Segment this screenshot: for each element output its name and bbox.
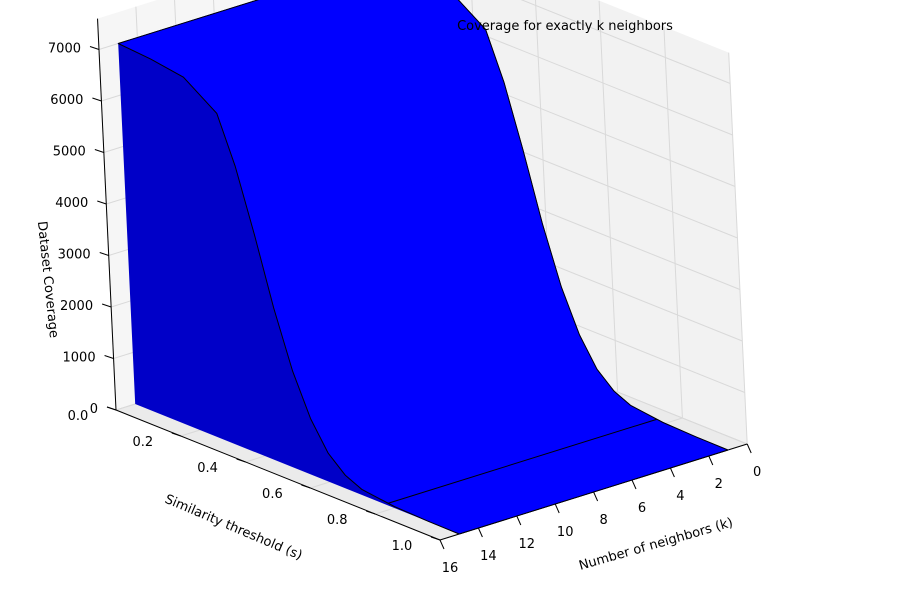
surface-edge-bottom: [459, 449, 729, 535]
surface-edge-front: [457, 0, 729, 451]
x-tick-label: 12: [519, 537, 536, 552]
axis-ticks: [89, 46, 752, 550]
x-tick: [708, 455, 714, 466]
z-tick: [99, 252, 109, 256]
z-tick-label: 3000: [58, 248, 91, 263]
x-tick: [746, 443, 752, 454]
z-axis-label: Dataset Coverage: [34, 221, 61, 339]
chart-title: Coverage for exactly k neighbors: [457, 19, 673, 34]
surface: [117, 0, 729, 535]
y-tick-label: 0.0: [68, 409, 89, 424]
y-tick-label: 0.8: [327, 513, 348, 528]
z-tick: [106, 406, 117, 411]
z-tick-label: 1000: [63, 351, 96, 366]
surface-side-back: [118, 43, 460, 534]
y-tick-label: 0.6: [262, 487, 283, 502]
x-tick: [554, 503, 560, 514]
surface-crease: [387, 418, 657, 504]
x-tick: [593, 491, 599, 502]
x-tick-label: 14: [480, 549, 497, 564]
x-tick-label: 8: [599, 513, 607, 528]
y-tick-label: 0.2: [132, 435, 153, 450]
z-tick-label: 5000: [53, 145, 86, 160]
z-tick: [92, 97, 102, 102]
z-tick-label: 2000: [60, 299, 93, 314]
z-tick: [89, 46, 100, 50]
x-tick: [516, 515, 522, 526]
y-tick-label: 1.0: [392, 539, 413, 554]
x-tick-label: 16: [442, 561, 459, 576]
x-tick: [669, 467, 675, 478]
z-tick-label: 7000: [48, 42, 81, 57]
x-tick: [631, 479, 637, 490]
y-tick: [366, 510, 376, 515]
tick-labels: 0 2 4 6 8 10 12 14 16 0.0 0.2 0.4 0.6 0.8 1.0 0 1000 2000…: [48, 42, 761, 577]
z-tick: [104, 355, 114, 359]
y-tick: [301, 484, 311, 489]
z-axis-line: [97, 18, 117, 411]
y-axis-line: [115, 409, 441, 541]
y-axis-label: Similarity threshold (s): [162, 492, 304, 564]
z-tick-label: 0: [90, 402, 98, 417]
y-tick-label: 0.4: [197, 461, 218, 476]
z-tick-label: 6000: [50, 93, 83, 108]
y-tick: [236, 458, 246, 463]
y-tick: [171, 432, 181, 437]
z-tick: [94, 149, 105, 153]
x-tick-label: 4: [676, 489, 684, 504]
z-tick-label: 4000: [55, 196, 88, 211]
x-tick-label: 0: [753, 465, 761, 480]
z-tick: [101, 303, 112, 308]
surface-edge-top: [118, 0, 260, 44]
surface-edge-back: [117, 43, 460, 535]
y-tick: [430, 536, 441, 541]
x-tick-label: 2: [715, 477, 723, 492]
x-tick: [477, 527, 483, 538]
x-tick-label: 6: [638, 501, 646, 516]
z-tick: [97, 200, 107, 205]
x-tick-label: 10: [557, 525, 574, 540]
x-tick: [439, 539, 445, 550]
